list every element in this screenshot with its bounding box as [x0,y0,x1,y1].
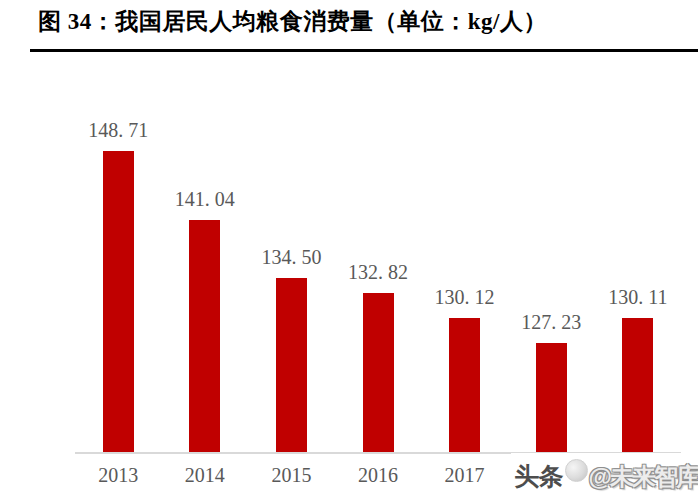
bar-column-2014: 141. 04 [162,70,249,453]
bar-column-2015: 134. 50 [248,70,335,453]
x-axis-label-2016: 2016 [335,464,422,487]
bar-chart-plot-area: 148. 71 141. 04 134. 50 132. 82 130. 12 127. … [75,70,681,453]
bar-value-label: 141. 04 [175,188,235,211]
bar-value-label: 130. 12 [435,286,495,309]
figure-page: 图 34：我国居民人均粮食消费量（单位：kg/人） 148. 71 141. 04… [0,0,698,500]
bar-column-2017: 130. 12 [421,70,508,453]
bar-column-2013: 148. 71 [75,70,162,453]
x-axis-label-2014: 2014 [162,464,249,487]
figure-title: 图 34：我国居民人均粮食消费量（单位：kg/人） [38,6,547,37]
bar-2016 [363,293,394,453]
bar-2013 [103,151,134,453]
bar-2014 [189,220,220,453]
bar-column-2016: 132. 82 [335,70,422,453]
bar-value-label: 148. 71 [88,119,148,142]
watermark-account-text: @未来智库 [589,461,698,493]
bar-2015 [276,278,307,453]
x-axis-label-2017: 2017 [421,464,508,487]
bar-2019 [622,318,653,453]
bar-2017 [449,318,480,453]
bar-value-label: 134. 50 [261,246,321,269]
bar-column-2018: 127. 23 [508,70,595,453]
bar-2018 [536,343,567,453]
toutiao-logo-icon [565,459,588,482]
watermark-toutiao-text: 头条 [515,460,563,493]
watermark: 头条 @未来智库 [511,453,698,500]
title-divider [30,49,698,52]
bar-column-2019: 130. 11 [594,70,681,453]
bar-value-label: 132. 82 [348,261,408,284]
x-axis-label-2013: 2013 [75,464,162,487]
x-axis-label-2015: 2015 [248,464,335,487]
bar-value-label: 130. 11 [608,286,667,309]
bar-value-label: 127. 23 [521,311,581,334]
